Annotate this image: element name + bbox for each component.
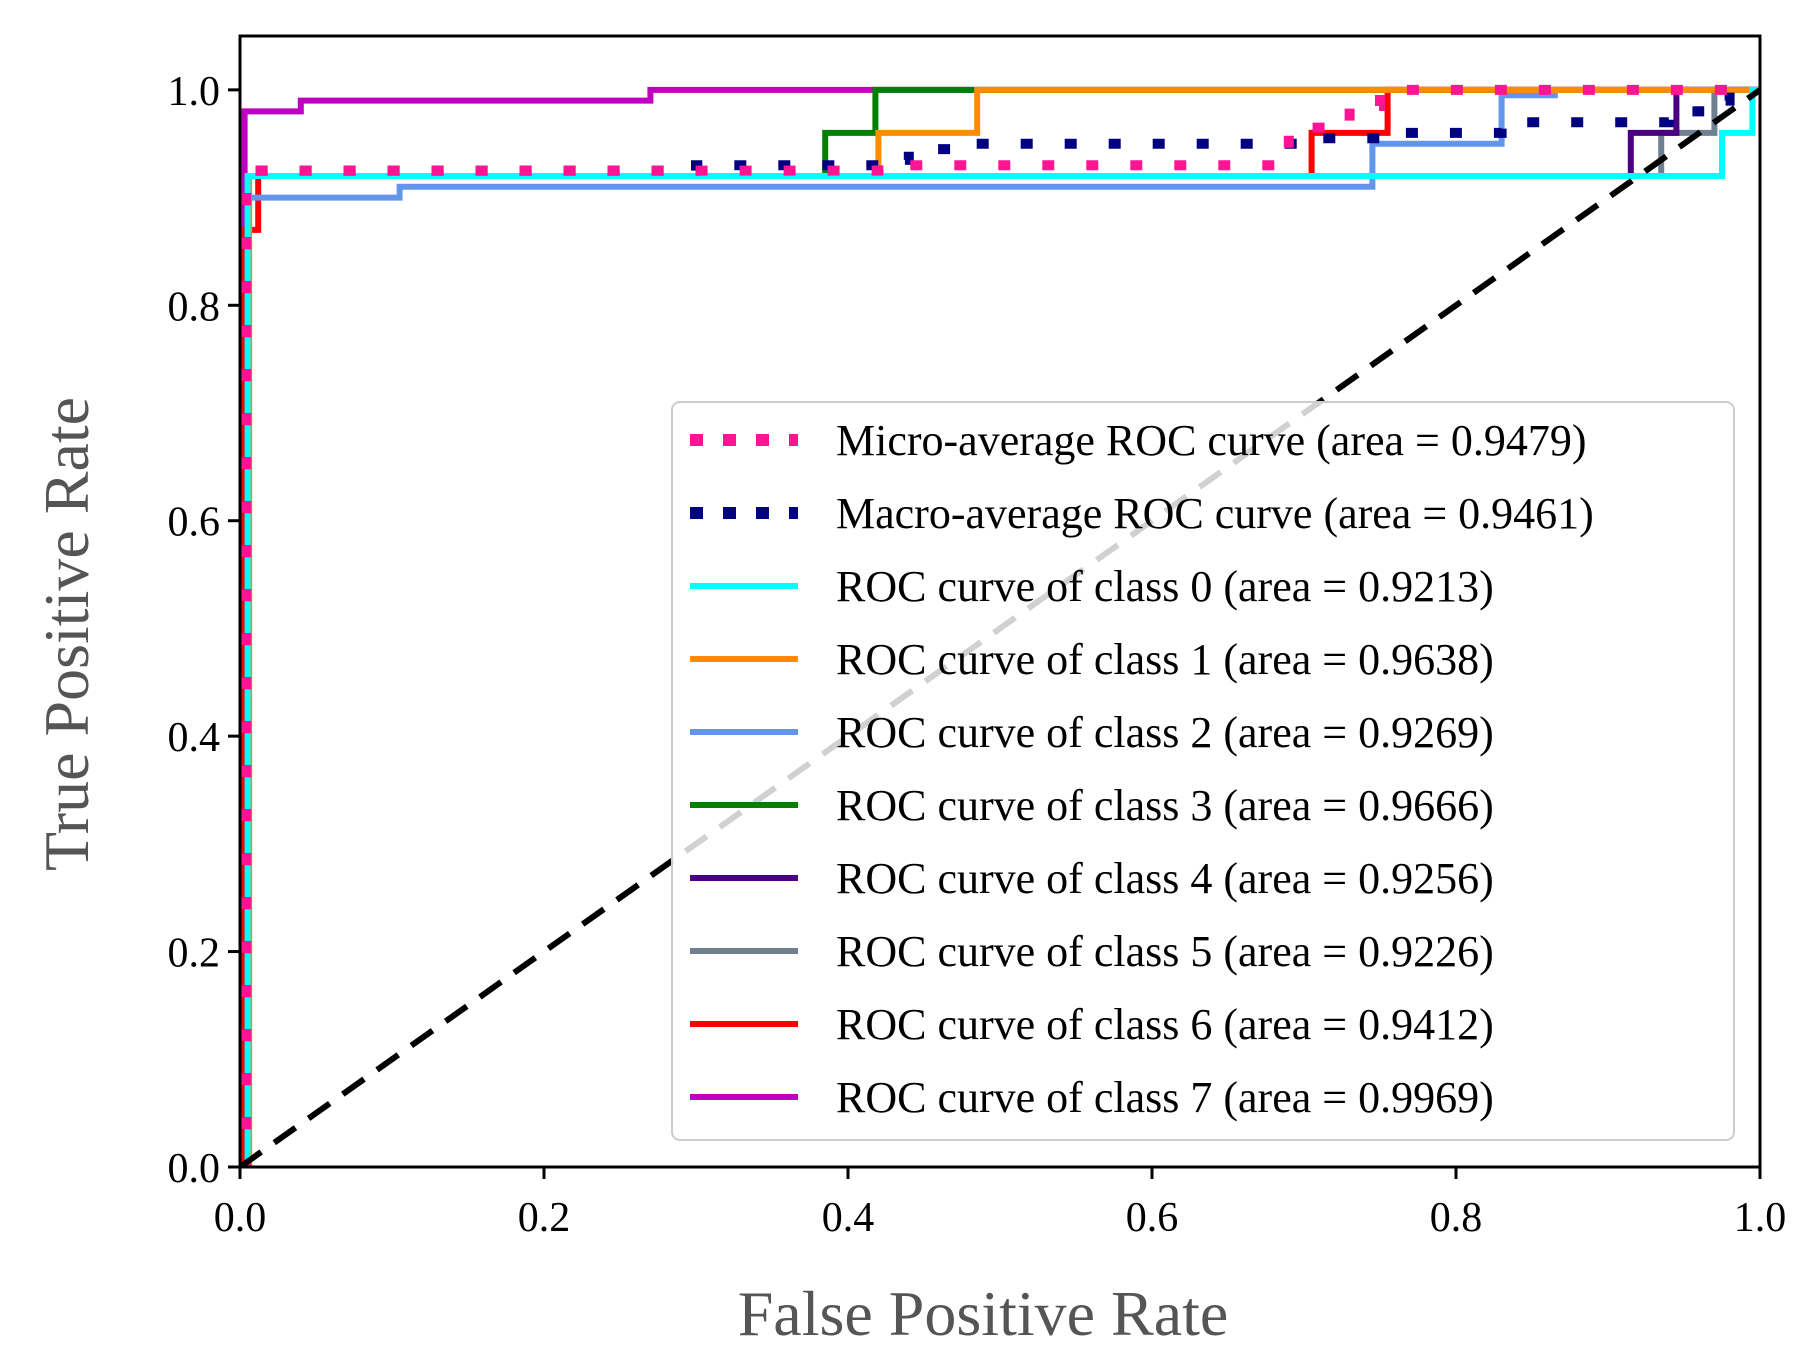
- x-tick-label: 0.6: [1126, 1195, 1179, 1241]
- y-tick-label: 0.4: [168, 715, 221, 761]
- y-tick-label: 0.8: [168, 284, 221, 330]
- legend-box: [671, 401, 1735, 1141]
- legend-entry-label: ROC curve of class 3 (area = 0.9666): [836, 781, 1494, 830]
- roc-series-0: [240, 84, 1760, 1167]
- x-tick-label: 0.8: [1430, 1195, 1483, 1241]
- legend-entry-label: ROC curve of class 1 (area = 0.9638): [836, 635, 1494, 684]
- y-tick-label: 0.0: [168, 1146, 221, 1192]
- plot-frame: [238, 34, 1762, 1169]
- y-tick-label: 0.2: [168, 931, 221, 977]
- legend-entry-label: ROC curve of class 6 (area = 0.9412): [836, 1000, 1494, 1049]
- x-tick-label: 0.0: [214, 1195, 267, 1241]
- x-tick-label: 0.2: [518, 1195, 571, 1241]
- legend-entry-label: ROC curve of class 5 (area = 0.9226): [836, 927, 1494, 976]
- axes-layer: 0.0 0.2 0.4 0.6 0.8 1.0 0.0 0.2 0.4 0.6 0.8 1.0: [168, 34, 1787, 1241]
- roc-series-2: [240, 86, 1760, 1167]
- legend-entry-label: ROC curve of class 7 (area = 0.9969): [836, 1073, 1494, 1122]
- y-axis-label: True Positive Rate: [31, 397, 102, 871]
- x-tick-label: 1.0: [1734, 1195, 1787, 1241]
- x-tick-label: 0.4: [822, 1195, 875, 1241]
- legend-entry-label: ROC curve of class 4 (area = 0.9256): [836, 854, 1494, 903]
- y-tick-label: 1.0: [168, 69, 221, 115]
- legend-entry-label: ROC curve of class 2 (area = 0.9269): [836, 708, 1494, 757]
- y-tick-label: 0.6: [168, 500, 221, 546]
- legend-entry-label: Macro-average ROC curve (area = 0.9461): [836, 489, 1594, 538]
- x-axis-label: False Positive Rate: [738, 1278, 1229, 1349]
- legend: Micro-average ROC curve (area = 0.9479) M…: [671, 401, 1735, 1141]
- legend-entry-label: ROC curve of class 0 (area = 0.9213): [836, 562, 1494, 611]
- legend-entry-label: Micro-average ROC curve (area = 0.9479): [836, 416, 1587, 465]
